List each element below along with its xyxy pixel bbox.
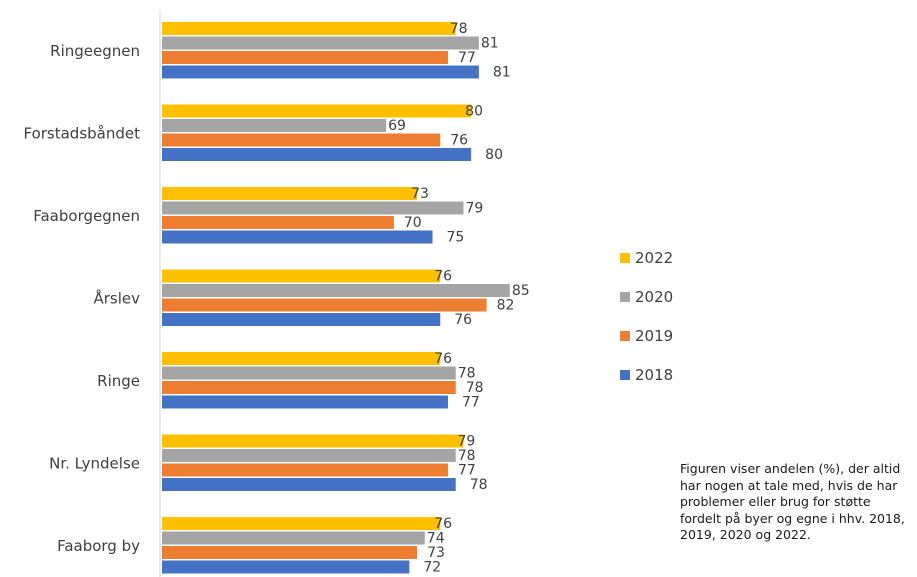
data-label: 81	[493, 65, 511, 81]
legend-swatch	[620, 330, 630, 341]
data-label: 74	[427, 531, 445, 547]
bar-2018	[162, 395, 448, 409]
data-label: 76	[434, 516, 452, 532]
data-label: 78	[466, 380, 484, 396]
legend-label: 2019	[635, 326, 674, 345]
data-label: 79	[465, 201, 483, 217]
bar-2022	[162, 104, 472, 118]
bar-2020	[162, 449, 456, 462]
data-label: 78	[458, 448, 476, 464]
bar-2019	[162, 51, 448, 64]
data-label: 70	[404, 215, 422, 231]
bar-2019	[162, 546, 418, 559]
legend-item-2018: 2018	[620, 355, 673, 394]
bar-2020	[162, 531, 425, 545]
bar-2018	[162, 560, 410, 574]
data-label: 77	[462, 395, 480, 411]
bar-2022	[162, 269, 441, 283]
data-label: 78	[450, 21, 468, 37]
legend-item-2022: 2022	[620, 238, 673, 277]
legend-item-2020: 2020	[620, 277, 673, 316]
bar-2019	[162, 463, 448, 477]
bar-2019	[162, 298, 487, 312]
data-label: 72	[423, 560, 441, 576]
category-label: Ringeegnen	[50, 42, 140, 60]
data-label: 78	[470, 477, 488, 493]
legend-label: 2022	[635, 248, 674, 267]
category-label: Faaborg by	[57, 537, 140, 555]
bar-2022	[162, 434, 464, 448]
data-label: 77	[458, 463, 476, 479]
bar-2020	[162, 36, 479, 50]
data-label: 79	[457, 434, 475, 450]
data-label: 76	[434, 269, 452, 285]
bar-2018	[162, 313, 441, 326]
bar-2019	[162, 216, 394, 229]
bar-2018	[162, 230, 433, 244]
bar-2019	[162, 381, 456, 394]
legend-swatch	[620, 369, 630, 380]
bar-2020	[162, 119, 387, 132]
category-label: Ringe	[97, 372, 140, 390]
chart-marks: Ringeegnen 78 81 77 81 Forstadsbåndet 80 69 76 80…	[23, 21, 529, 576]
bar-2022	[162, 352, 441, 365]
data-label: 78	[458, 366, 476, 382]
legend-swatch	[620, 252, 630, 263]
bar-2019	[162, 133, 441, 147]
bar-2020	[162, 284, 510, 297]
figure-note: Figuren viser andelen (%), der altid har…	[680, 461, 905, 542]
bar-2020	[162, 201, 464, 215]
chart-legend: 2022 2020 2019 2018	[620, 238, 673, 394]
data-label: 77	[458, 50, 476, 66]
bar-2018	[162, 148, 472, 161]
data-label: 85	[512, 283, 530, 299]
category-label: Årslev	[93, 289, 140, 308]
category-label: Faaborgegnen	[33, 207, 140, 225]
data-label: 76	[454, 312, 472, 328]
category-label: Nr. Lyndelse	[49, 455, 140, 473]
data-label: 80	[465, 104, 483, 120]
data-label: 75	[447, 230, 465, 246]
bar-2018	[162, 65, 479, 79]
legend-label: 2018	[635, 365, 674, 384]
bar-2022	[162, 517, 441, 530]
data-label: 80	[485, 147, 503, 163]
legend-swatch	[620, 291, 630, 302]
bar-2018	[162, 478, 456, 491]
data-label: 76	[450, 133, 468, 149]
bar-2020	[162, 366, 456, 380]
legend-item-2019: 2019	[620, 316, 673, 355]
data-label: 73	[411, 186, 429, 202]
data-label: 81	[481, 36, 499, 52]
bar-2022	[162, 187, 418, 200]
legend-label: 2020	[635, 287, 674, 306]
data-label: 69	[388, 118, 406, 134]
category-label: Forstadsbåndet	[23, 125, 140, 143]
data-label: 82	[497, 298, 515, 314]
data-label: 76	[434, 351, 452, 367]
data-label: 73	[427, 545, 445, 561]
bar-2022	[162, 22, 456, 35]
